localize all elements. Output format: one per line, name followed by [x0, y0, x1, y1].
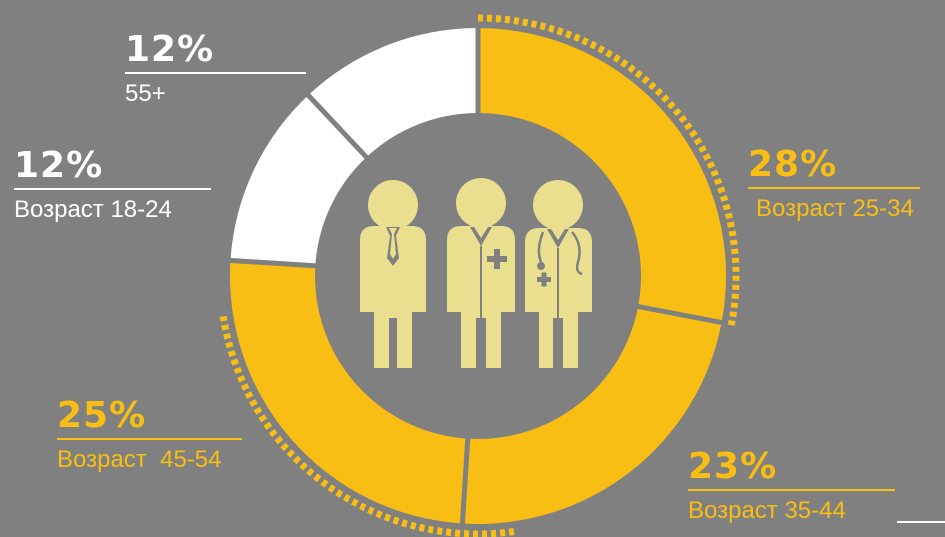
decorative-rule — [897, 521, 945, 523]
label-age-25-34: 28% Возраст 25-34 — [748, 145, 920, 223]
label-underline — [57, 438, 242, 440]
label-underline — [14, 188, 211, 190]
label-underline — [748, 187, 920, 189]
label-age-45-54: 25% Возраст 45-54 — [57, 396, 242, 474]
label-underline — [688, 489, 895, 491]
label-55-plus: 12% 55+ — [125, 30, 306, 108]
slice-percent-label: 28% — [748, 144, 838, 185]
slice-separator — [459, 437, 471, 525]
slice-percent-label: 12% — [125, 29, 215, 70]
slice-category-label: Возраст 45-54 — [57, 446, 222, 473]
slice-percent-label: 23% — [688, 446, 778, 487]
businessman-figure-icon — [360, 180, 426, 368]
donut-slices — [229, 27, 726, 525]
label-age-18-24: 12% Возраст 18-24 — [14, 146, 211, 224]
slice-separator — [636, 303, 724, 326]
slice-category-label: Возраст 35-44 — [688, 497, 846, 524]
slice-category-label: Возраст 18-24 — [14, 196, 172, 223]
doctors-icon — [360, 178, 592, 368]
slice-category-label: Возраст 25-34 — [756, 195, 914, 222]
donut-slice-2 — [229, 260, 468, 524]
donut-slice-1 — [462, 306, 722, 524]
dotted-highlight-arcs — [219, 14, 740, 537]
slice-percent-label: 25% — [57, 395, 147, 436]
label-underline — [125, 72, 306, 74]
donut-slice-3 — [230, 95, 367, 266]
doctor-figure-icon — [447, 178, 515, 368]
donut-slice-0 — [478, 28, 726, 323]
slice-percent-label: 12% — [14, 145, 104, 186]
slice-category-label: 55+ — [125, 80, 166, 107]
dotted-arc-0 — [477, 14, 740, 326]
slice-separator — [305, 92, 369, 160]
slice-separator — [229, 257, 317, 269]
doctor-stethoscope-figure-icon — [525, 180, 592, 368]
label-age-35-44: 23% Возраст 35-44 — [688, 447, 895, 525]
dotted-arc-1 — [219, 315, 515, 537]
donut-slice-4 — [308, 28, 478, 158]
